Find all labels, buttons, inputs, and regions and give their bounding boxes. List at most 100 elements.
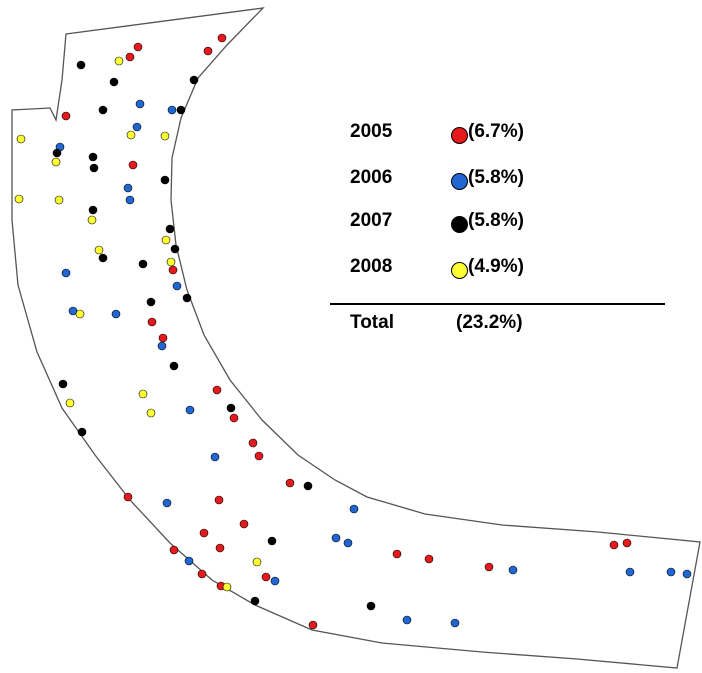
black-sample-point — [109, 77, 119, 87]
black-sample-point — [89, 163, 99, 173]
black-sample-point — [98, 105, 108, 115]
yellow-sample-point — [114, 56, 124, 66]
blue-sample-point — [343, 538, 353, 548]
black-sample-point — [226, 403, 236, 413]
red-sample-point — [484, 562, 494, 572]
black-sample-point — [77, 427, 87, 437]
blue-sample-point — [270, 576, 280, 586]
red-sample-point — [214, 495, 224, 505]
blue-sample-point — [184, 556, 194, 566]
yellow-sample-point — [222, 582, 232, 592]
legend-percent: (5.8%) — [468, 210, 524, 231]
black-sample-point — [366, 601, 376, 611]
yellow-sample-point — [16, 134, 26, 144]
blue-dot-icon — [451, 173, 468, 190]
study-area-boundary — [11, 7, 701, 669]
black-sample-point — [169, 361, 179, 371]
blue-sample-point — [157, 341, 167, 351]
black-sample-point — [303, 481, 313, 491]
red-sample-point — [215, 543, 225, 553]
blue-sample-point — [123, 183, 133, 193]
black-sample-point — [250, 596, 260, 606]
red-sample-point — [392, 549, 402, 559]
red-sample-point — [168, 265, 178, 275]
yellow-sample-point — [87, 215, 97, 225]
blue-sample-point — [331, 533, 341, 543]
yellow-sample-point — [54, 195, 64, 205]
legend-total-label: Total — [350, 312, 394, 333]
black-sample-point — [165, 224, 175, 234]
red-sample-point — [261, 572, 271, 582]
yellow-sample-point — [161, 235, 171, 245]
red-sample-point — [217, 33, 227, 43]
blue-sample-point — [172, 281, 182, 291]
yellow-sample-point — [14, 194, 24, 204]
black-sample-point — [176, 105, 186, 115]
red-sample-point — [125, 52, 135, 62]
red-sample-point — [424, 554, 434, 564]
blue-sample-point — [111, 309, 121, 319]
red-sample-point — [169, 545, 179, 555]
blue-sample-point — [210, 452, 220, 462]
yellow-sample-point — [75, 309, 85, 319]
legend-year: 2005 — [350, 121, 393, 142]
blue-sample-point — [349, 504, 359, 514]
yellow-sample-point — [51, 157, 61, 167]
legend-year: 2008 — [350, 256, 393, 277]
black-sample-point — [88, 205, 98, 215]
blue-sample-point — [625, 567, 635, 577]
black-sample-point — [267, 536, 277, 546]
yellow-sample-point — [146, 408, 156, 418]
legend-percent: (5.8%) — [468, 167, 524, 188]
black-sample-point — [98, 253, 108, 263]
black-dot-icon — [451, 216, 468, 233]
red-dot-icon — [451, 127, 468, 144]
black-sample-point — [76, 60, 86, 70]
yellow-sample-point — [94, 245, 104, 255]
blue-sample-point — [682, 569, 692, 579]
red-sample-point — [203, 46, 213, 56]
blue-sample-point — [450, 618, 460, 628]
red-sample-point — [609, 540, 619, 550]
red-sample-point — [212, 385, 222, 395]
black-sample-point — [146, 297, 156, 307]
blue-sample-point — [666, 567, 676, 577]
red-sample-point — [158, 333, 168, 343]
black-sample-point — [52, 148, 62, 158]
red-sample-point — [199, 528, 209, 538]
red-sample-point — [61, 111, 71, 121]
legend-percent: (6.7%) — [468, 121, 524, 142]
yellow-sample-point — [160, 131, 170, 141]
black-sample-point — [182, 293, 192, 303]
yellow-sample-point — [138, 389, 148, 399]
blue-sample-point — [185, 405, 195, 415]
black-sample-point — [88, 152, 98, 162]
legend-total-value: (23.2%) — [456, 312, 523, 333]
red-sample-point — [123, 492, 133, 502]
blue-sample-point — [402, 615, 412, 625]
red-sample-point — [308, 620, 318, 630]
black-sample-point — [189, 75, 199, 85]
sample-points — [14, 33, 692, 630]
red-sample-point — [229, 413, 239, 423]
red-sample-point — [128, 160, 138, 170]
black-sample-point — [160, 175, 170, 185]
legend-year: 2007 — [350, 210, 393, 231]
blue-sample-point — [167, 105, 177, 115]
blue-sample-point — [125, 195, 135, 205]
red-sample-point — [239, 519, 249, 529]
blue-sample-point — [508, 565, 518, 575]
red-sample-point — [285, 478, 295, 488]
yellow-sample-point — [166, 257, 176, 267]
black-sample-point — [58, 379, 68, 389]
red-sample-point — [133, 42, 143, 52]
black-sample-point — [138, 259, 148, 269]
red-sample-point — [248, 438, 258, 448]
blue-sample-point — [162, 498, 172, 508]
yellow-sample-point — [65, 398, 75, 408]
legend-divider — [330, 303, 665, 305]
yellow-sample-point — [126, 130, 136, 140]
legend-year: 2006 — [350, 167, 393, 188]
yellow-dot-icon — [451, 262, 468, 279]
